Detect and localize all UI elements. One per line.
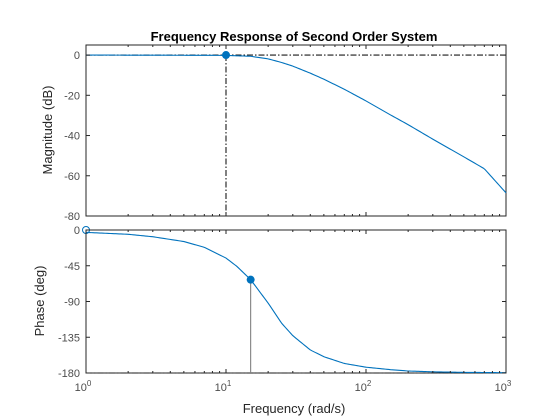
phase-panel: 0-45-90-135-180 100 101 102 103 Phase (deg) — [32, 225, 512, 394]
x-axis-label: Frequency (rad/s) — [243, 401, 346, 416]
magnitude-y-tick-label: -80 — [64, 211, 80, 223]
phase-y-tick-label: -180 — [58, 368, 80, 380]
x-tick-label: 101 — [215, 379, 232, 394]
magnitude-series-line — [86, 55, 506, 193]
magnitude-y-tick-label: 0 — [74, 50, 80, 62]
magnitude-marker-point — [222, 51, 230, 59]
magnitude-panel: 0 -20 -40 -60 -80 Magnitude (dB) — [40, 45, 506, 223]
x-tick-label: 103 — [495, 379, 512, 394]
x-tick-exponent: 2 — [367, 379, 372, 388]
phase-marker-point — [247, 276, 255, 284]
x-tick-base: 10 — [355, 382, 367, 394]
chart-title: Frequency Response of Second Order Syste… — [151, 29, 438, 44]
phase-y-tick-label: -135 — [58, 332, 80, 344]
phase-y-tick-label: -45 — [64, 261, 80, 273]
magnitude-y-label: Magnitude (dB) — [40, 86, 55, 175]
x-tick-exponent: 0 — [87, 379, 92, 388]
phase-content — [83, 227, 507, 374]
x-tick-label: 100 — [75, 379, 92, 394]
phase-y-tick-label: -90 — [64, 297, 80, 309]
magnitude-y-tick-label: -60 — [64, 171, 80, 183]
magnitude-y-ticks: 0 -20 -40 -60 -80 — [64, 50, 506, 223]
x-tick-base: 10 — [495, 382, 507, 394]
magnitude-axes-frame — [86, 45, 506, 216]
phase-series-line — [86, 232, 506, 372]
phase-y-tick-label: 0 — [74, 225, 80, 237]
magnitude-y-tick-label: -20 — [64, 90, 80, 102]
magnitude-x-tickmarks — [86, 45, 506, 216]
x-tick-exponent: 3 — [507, 379, 512, 388]
phase-axes-frame — [86, 230, 506, 373]
magnitude-y-tick-label: -40 — [64, 131, 80, 143]
x-tick-label: 102 — [355, 379, 372, 394]
x-ticks: 100 101 102 103 — [75, 230, 512, 394]
x-tick-base: 10 — [75, 382, 87, 394]
x-tick-exponent: 1 — [227, 379, 232, 388]
magnitude-content — [86, 51, 506, 216]
x-tick-base: 10 — [215, 382, 227, 394]
phase-y-label: Phase (deg) — [32, 266, 47, 337]
phase-y-ticks: 0 -45 -90 -135 -180 — [58, 225, 506, 380]
